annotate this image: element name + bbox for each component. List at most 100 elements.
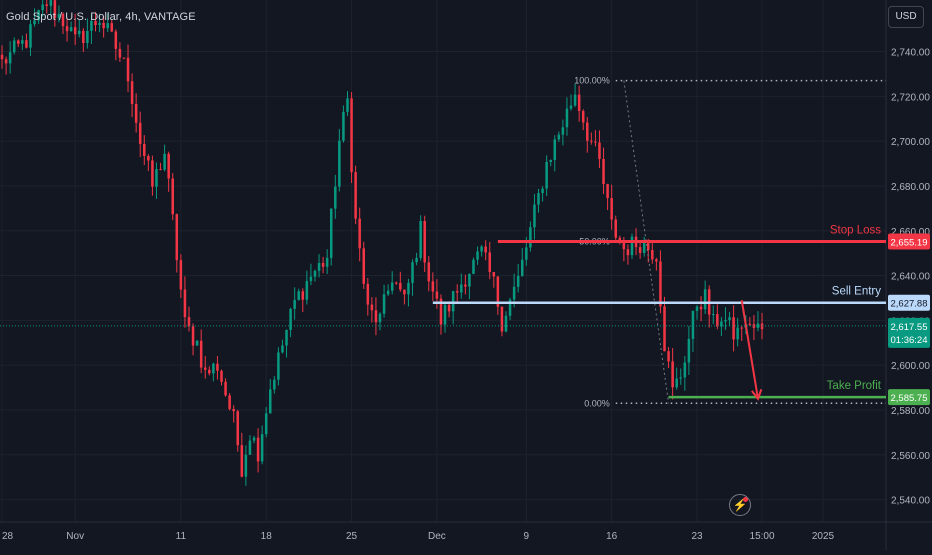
level-name-label: Stop Loss [830,225,881,237]
candle-body [488,252,491,273]
candle-body [370,304,374,311]
candle-body [82,30,85,44]
candle-body [740,327,743,329]
candle-body [395,282,398,284]
candle-body [236,411,240,446]
y-tick-label: 2,580.00 [891,406,930,417]
candle-body [427,262,431,282]
candle-body [281,345,284,353]
y-tick-label: 2,740.00 [891,48,930,59]
candle-body [695,306,699,311]
level-name-label: Take Profit [827,380,882,392]
candle-body [460,284,463,293]
candle-body [256,437,260,462]
fib-level-label: 100.00% [574,76,610,86]
candle-body [748,323,752,325]
candle-body [86,30,89,44]
candle-body [581,110,585,123]
candle-body [732,317,735,340]
candle-body [147,155,150,161]
candle-body [301,291,305,300]
candle-body [106,23,109,29]
candle-body [508,299,512,316]
price-axis[interactable]: 2,540.002,560.002,580.002,600.002,620.00… [888,48,930,507]
candle-body [602,159,605,185]
candle-body [293,299,296,309]
candle-body [598,142,601,160]
candle-body [610,198,613,220]
arrow-shaft [740,300,759,399]
candle-body [545,161,548,189]
candle-body [594,141,597,143]
candle-body [260,434,264,462]
candle-body [586,122,589,141]
lightning-icon[interactable]: ⚡ [729,494,751,516]
candle-body [325,257,329,267]
candle-body [382,294,386,314]
candle-body [277,352,280,380]
candle-body [683,362,687,378]
candle-body [329,208,333,258]
candle-body [630,236,634,256]
candle-body [212,363,215,374]
level-price-text: 2,655.19 [891,238,928,249]
y-tick-label: 2,560.00 [891,451,930,462]
candle-body [138,122,142,144]
candle-body [118,48,122,58]
candle-body [423,221,426,263]
candle-body [399,282,402,290]
candle-body [90,20,93,31]
candle-body [159,169,162,171]
currency-button[interactable]: USD [888,6,924,28]
candle-body [346,98,349,112]
candle-body [65,26,69,32]
candle-body [45,4,48,6]
time-axis[interactable]: 28 Nov 11 18 25 Dec 9 16 23 15:00 2025 [2,531,835,542]
y-tick-label: 2,700.00 [891,137,930,148]
x-tick-label: 23 [691,531,703,542]
candle-body [703,289,707,310]
candle-body [175,214,179,261]
notification-dot [743,497,748,502]
candle-body [390,282,394,291]
countdown-text: 01:36:24 [891,335,928,346]
x-tick-label: Dec [428,531,446,542]
candle-body [37,10,40,21]
candle-body [549,159,552,162]
x-tick-label: 11 [176,531,187,542]
candle-body [289,308,292,330]
candle-body [516,275,520,287]
level-price-text: 2,627.88 [891,299,928,310]
candle-body [195,340,199,346]
candle-body [679,377,683,379]
candle-body [244,454,248,477]
candle-body [191,326,195,346]
candle-body [675,378,678,388]
candle-body [25,40,28,48]
candle-body [224,381,227,396]
candle-body [0,54,4,60]
y-tick-label: 2,640.00 [891,272,930,283]
candle-body [447,304,451,312]
candle-body [203,367,207,370]
candle-body [512,286,516,300]
y-tick-label: 2,720.00 [891,92,930,103]
candle-body [53,0,57,19]
candle-body [350,98,353,173]
candle-body [29,24,32,48]
candle-body [407,282,410,295]
candle-body [179,260,183,290]
symbol-title[interactable]: Gold Spot / U.S. Dollar, 4h, VANTAGE [6,11,196,23]
candle-body [716,314,719,327]
x-tick-label: 25 [346,531,358,542]
x-tick-label: 18 [261,531,273,542]
candle-body [553,139,557,160]
candle-body [273,379,276,390]
candle-body [533,204,536,228]
current-price-text: 2,617.55 [891,322,928,333]
candle-body [638,247,642,253]
candle-body [305,281,309,300]
